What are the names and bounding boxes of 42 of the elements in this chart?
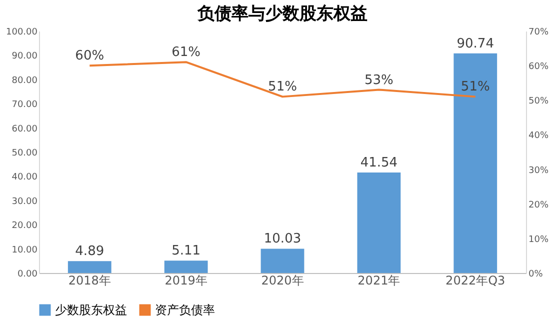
bar [260, 248, 304, 273]
y2-tick-label: 70% [528, 28, 549, 38]
data-label: 51% [460, 80, 490, 95]
y-tick-label: 90.00 [12, 52, 38, 62]
legend-label: 资产负债率 [155, 303, 215, 317]
data-label: 10.03 [264, 232, 302, 247]
y2-tick-label: 50% [528, 96, 549, 107]
data-label: 60% [75, 48, 104, 64]
y-tick-label: 20.00 [12, 221, 38, 232]
x-tick-label: 2019年 [164, 274, 208, 288]
data-label: 51% [268, 80, 297, 95]
y2-tick-label: 20% [528, 200, 549, 210]
bar [357, 172, 401, 273]
y-tick-label: 0.00 [17, 270, 38, 280]
data-label: 4.89 [75, 244, 104, 260]
data-label: 53% [364, 72, 394, 88]
y-tick-label: 100.00 [6, 28, 38, 38]
y-tick-label: 30.00 [12, 196, 38, 207]
chart-title: 负债率与少数股东权益 [196, 4, 368, 24]
data-label: 61% [172, 45, 201, 60]
legend-label: 少数股东权益 [55, 303, 127, 317]
data-label: 90.74 [456, 36, 494, 52]
y2-tick-label: 60% [528, 62, 549, 72]
y-tick-label: 70.00 [12, 100, 38, 110]
bar [164, 260, 208, 273]
data-label: 41.54 [360, 155, 398, 170]
y-tick-label: 50.00 [12, 148, 38, 158]
x-tick-label: 2022年Q3 [446, 274, 506, 288]
bar [454, 53, 498, 273]
bar [68, 261, 112, 273]
x-tick-label: 2018年 [68, 274, 111, 288]
x-tick-label: 2020年 [261, 274, 304, 288]
y-tick-label: 10.00 [12, 245, 38, 256]
y2-tick-label: 0% [528, 270, 544, 280]
x-tick-label: 2021年 [358, 274, 400, 288]
y2-tick-label: 10% [528, 234, 549, 245]
data-label: 5.11 [172, 244, 201, 259]
y-tick-label: 80.00 [12, 76, 38, 86]
y2-tick-label: 30% [528, 166, 549, 176]
y-tick-label: 40.00 [12, 172, 38, 183]
y-tick-label: 60.00 [12, 124, 38, 134]
y2-tick-label: 40% [528, 131, 549, 142]
